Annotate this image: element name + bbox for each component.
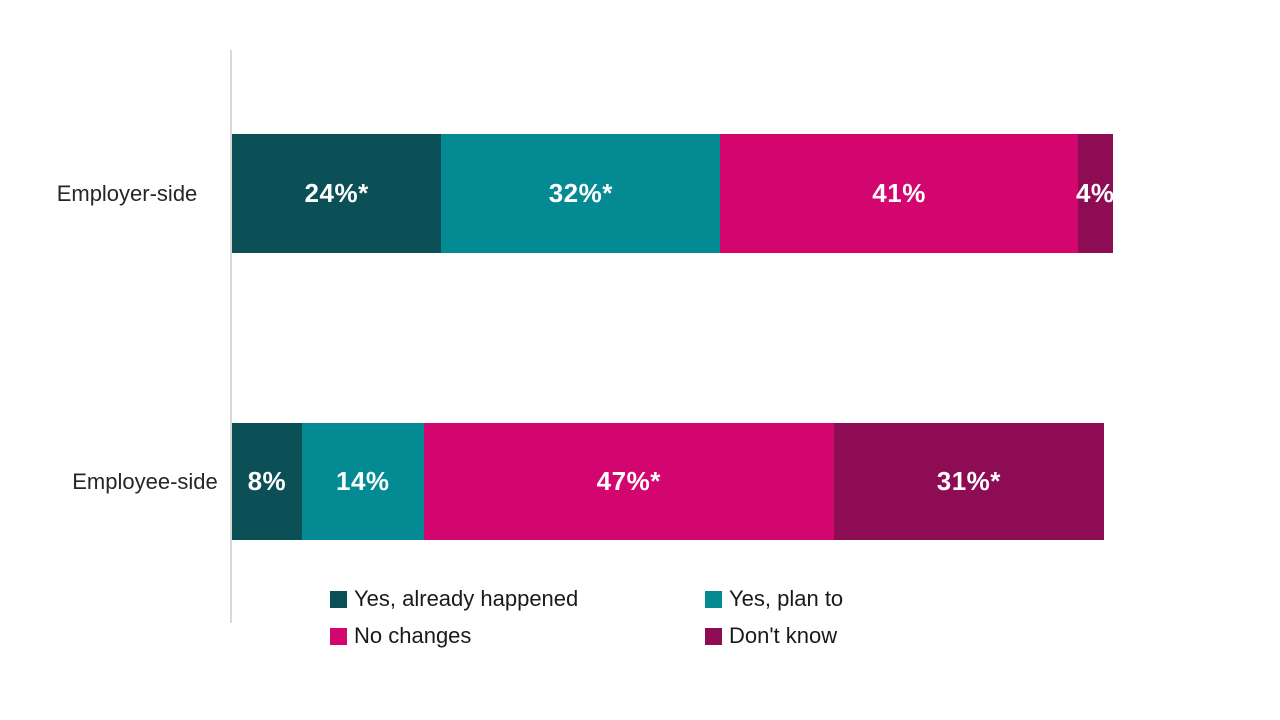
bar-segment: 14%	[301, 423, 424, 540]
data-label: 32%*	[548, 178, 613, 208]
category-label: Employer-side	[56, 180, 198, 206]
data-label: 14%	[336, 466, 390, 496]
data-label: 41%	[872, 178, 926, 208]
bar-row: 24%* 32%* 41% 4%	[232, 134, 1115, 253]
legend-item: Yes, plan to	[705, 586, 843, 612]
legend-label: Yes, already happened	[354, 586, 579, 611]
bar-segment: 8%	[232, 423, 302, 540]
data-label: 31%*	[936, 466, 1001, 496]
legend-item: Don't know	[705, 623, 843, 649]
data-label: 8%	[247, 466, 287, 496]
bar-row: 8% 14% 47%* 31%*	[232, 423, 1104, 540]
bar-segment: 32%*	[441, 134, 721, 253]
legend-label: Don't know	[729, 623, 838, 648]
data-label: 24%*	[304, 178, 369, 208]
data-label: 47%*	[596, 466, 661, 496]
legend-label: Yes, plan to	[729, 586, 844, 611]
bar-segment: 4%	[1075, 134, 1115, 253]
legend-swatch-icon	[330, 627, 347, 645]
legend-item: No changes	[330, 623, 705, 649]
legend-swatch-icon	[705, 627, 722, 645]
legend-item: Yes, already happened	[330, 586, 705, 612]
bar-segment: 41%	[720, 134, 1078, 253]
category-label: Employee-side	[72, 468, 218, 494]
data-label: 4%	[1075, 178, 1115, 208]
chart-legend: Yes, already happened Yes, plan to No chan…	[330, 586, 843, 649]
legend-swatch-icon	[705, 590, 722, 608]
bar-segment: 47%*	[423, 423, 834, 540]
bar-segment: 31%*	[833, 423, 1104, 540]
legend-swatch-icon	[330, 590, 347, 608]
bar-segment: 24%*	[232, 134, 442, 253]
legend-label: No changes	[354, 623, 472, 648]
category-axis-line	[230, 50, 232, 623]
